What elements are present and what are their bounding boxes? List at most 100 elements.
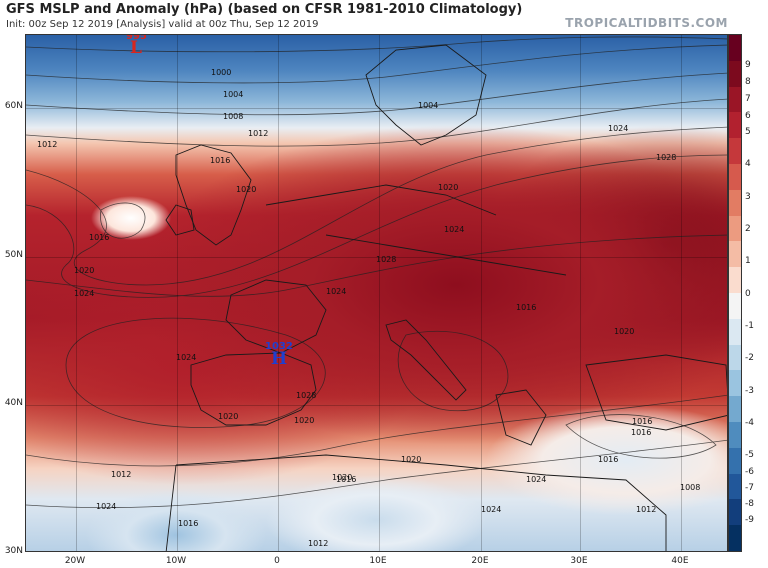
meridian-line — [177, 35, 178, 551]
isobar-label: 1020 — [218, 412, 239, 421]
isobar-label: 1012 — [308, 539, 329, 548]
lon-label: 10E — [369, 556, 387, 566]
meridian-line — [681, 35, 682, 551]
isobar-label: 1016 — [89, 233, 110, 242]
colorbar-label: 2 — [745, 224, 751, 234]
colorbar-segment — [729, 60, 741, 87]
colorbar-label: 0 — [745, 289, 751, 299]
colorbar-label: -2 — [745, 353, 754, 363]
low-pressure-value: 995 — [126, 34, 147, 42]
isobar-label: 1024 — [481, 505, 502, 514]
isobar-label: 1024 — [526, 475, 547, 484]
parallel-line — [26, 108, 727, 109]
isobar-label: 1016 — [598, 455, 619, 464]
colorbar-segment — [729, 499, 741, 526]
isobar-label: 1020 — [74, 266, 95, 275]
isobar-label: 1020 — [438, 183, 459, 192]
colorbar-segment — [729, 473, 741, 500]
isobar-label: 1024 — [326, 287, 347, 296]
isobar-label: 1016 — [632, 417, 653, 426]
colorbar-label: -7 — [745, 483, 754, 493]
colorbar-label: 7 — [745, 94, 751, 104]
lon-label: 40E — [671, 556, 689, 566]
isobar-label: 1012 — [37, 140, 58, 149]
colorbar-label: -1 — [745, 321, 754, 331]
colorbar-label: 1 — [745, 256, 751, 266]
meridian-line — [580, 35, 581, 551]
isobar-label: 1024 — [176, 353, 197, 362]
isobar-label: 1024 — [444, 225, 465, 234]
colorbar-label: 3 — [745, 192, 751, 202]
lat-label: 60N — [4, 101, 23, 111]
colorbar-segment — [729, 35, 741, 61]
colorbar-label: -6 — [745, 467, 754, 477]
colorbar-label: 8 — [745, 77, 751, 87]
colorbar-label: 5 — [745, 127, 751, 137]
colorbar-label: -8 — [745, 499, 754, 509]
lat-label: 30N — [4, 546, 23, 556]
lon-label: 30E — [570, 556, 588, 566]
colorbar-segment — [729, 112, 741, 139]
colorbar-segment — [729, 525, 741, 551]
colorbar-segment — [729, 215, 741, 242]
colorbar-label: 6 — [745, 111, 751, 121]
colorbar-label: -4 — [745, 418, 754, 428]
lon-label: 20E — [471, 556, 489, 566]
colorbar-label: -9 — [745, 515, 754, 525]
isobar-label: 1020 — [614, 327, 635, 336]
colorbar-segment — [729, 86, 741, 113]
colorbar-segment — [729, 138, 741, 164]
isobar-label: 1008 — [223, 112, 244, 121]
isobar-label: 1012 — [248, 129, 269, 138]
low-pressure-symbol: L — [130, 38, 142, 58]
colorbar-segment — [729, 447, 741, 474]
colorbar-segment — [729, 370, 741, 397]
meridian-line — [379, 35, 380, 551]
isobar-label: 1020 — [236, 185, 257, 194]
isobar-label: 1024 — [74, 289, 95, 298]
isobar-label: 1020 — [294, 416, 315, 425]
meridian-line — [481, 35, 482, 551]
isobar-label: 1028 — [376, 255, 397, 264]
isobar-label: 1016 — [336, 475, 357, 484]
colorbar-label: -3 — [745, 386, 754, 396]
brand-label: TROPICALTIDBITS.COM — [565, 16, 728, 30]
isobar-label: 1000 — [211, 68, 232, 77]
colorbar-segment — [729, 163, 741, 190]
colorbar-label: -5 — [745, 450, 754, 460]
isobar-label: 1012 — [111, 470, 132, 479]
meridian-line — [76, 35, 77, 551]
colorbar-label: 4 — [745, 159, 751, 169]
lon-label: 10W — [165, 556, 187, 566]
colorbar-segment — [729, 189, 741, 216]
meridian-line — [278, 35, 279, 551]
colorbar-segment — [729, 421, 741, 448]
isobar-label: 1028 — [296, 391, 317, 400]
map-subtitle: Init: 00z Sep 12 2019 [Analysis] valid a… — [6, 19, 319, 30]
colorbar-segment — [729, 318, 741, 345]
isobar-label: 1020 — [401, 455, 422, 464]
isobar-label: 1012 — [636, 505, 657, 514]
isobar-label: 1024 — [608, 124, 629, 133]
isobar-label: 1016 — [516, 303, 537, 312]
lat-label: 40N — [4, 398, 23, 408]
isobar-label: 1024 — [96, 502, 117, 511]
high-pressure-symbol: H — [271, 349, 288, 369]
colorbar-label: 9 — [745, 60, 751, 70]
colorbar-segment — [729, 241, 741, 268]
parallel-line — [26, 257, 727, 258]
isobar-label: 1004 — [418, 101, 439, 110]
isobar-label: 1028 — [656, 153, 677, 162]
isobar-label: 1008 — [680, 483, 701, 492]
colorbar-segment — [729, 344, 741, 371]
colorbar-segment — [729, 396, 741, 422]
high-pressure-value: 1032 — [265, 341, 293, 352]
isobar-label: 1016 — [210, 156, 231, 165]
anomaly-colorbar — [728, 34, 742, 552]
colorbar-segment — [729, 267, 741, 293]
colorbar-segment — [729, 292, 741, 319]
coastlines-and-isobars — [26, 36, 727, 551]
isobar-label: 1004 — [223, 90, 244, 99]
isobar-label: 1020 — [332, 473, 353, 482]
parallel-line — [26, 405, 727, 406]
